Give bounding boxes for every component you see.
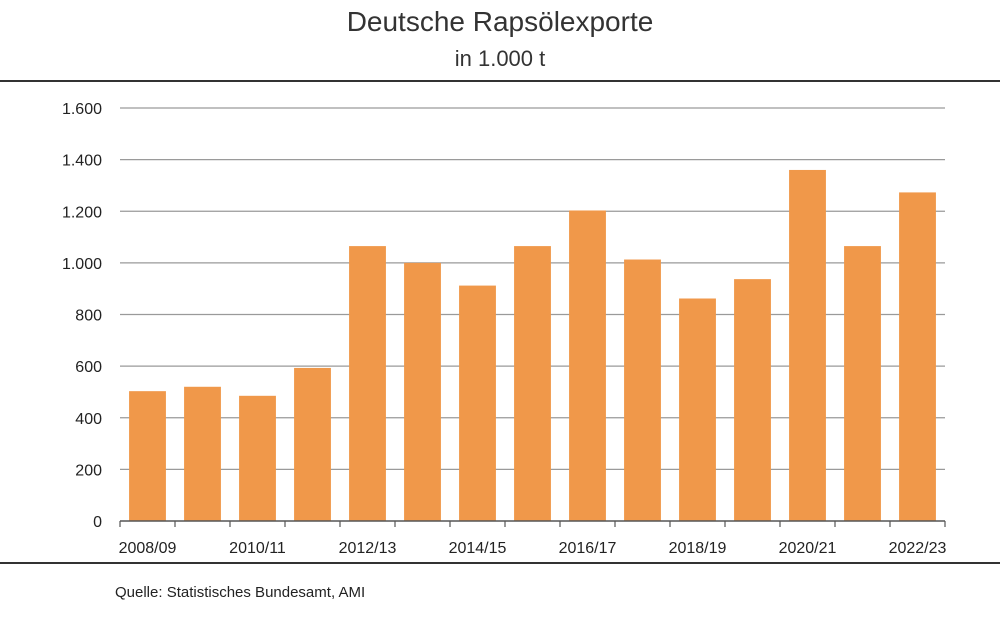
bar-2012-13 <box>349 246 386 522</box>
y-tick-label: 1.200 <box>62 204 102 221</box>
x-tick-label: 2018/19 <box>669 540 727 557</box>
bottom-divider <box>0 562 1000 564</box>
x-tick-label: 2008/09 <box>119 540 177 557</box>
bar-2013-14 <box>404 262 441 521</box>
bar-2009-10 <box>184 386 221 521</box>
x-tick-label: 2016/17 <box>559 540 617 557</box>
bar-2015-16 <box>514 246 551 522</box>
x-tick-label: 2014/15 <box>449 540 507 557</box>
bar-2017-18 <box>624 259 661 521</box>
chart-subtitle: in 1.000 t <box>454 46 546 71</box>
bar-2018-19 <box>679 298 716 521</box>
bar-2014-15 <box>459 285 496 521</box>
y-tick-label: 400 <box>75 411 102 428</box>
bar-2016-17 <box>569 210 606 521</box>
y-tick-label: 800 <box>75 308 102 325</box>
bar-2021-22 <box>844 246 881 522</box>
x-tick-label: 2022/23 <box>889 540 947 557</box>
bar-2022-23 <box>899 192 936 522</box>
chart-title: Deutsche Rapsölexporte <box>346 6 654 37</box>
x-tick-label: 2010/11 <box>229 540 286 557</box>
bar-2019-20 <box>734 279 771 521</box>
y-tick-label: 200 <box>75 462 102 479</box>
bar-2011-12 <box>294 367 331 521</box>
x-tick-label: 2012/13 <box>339 540 397 557</box>
bar-2020-21 <box>789 169 826 521</box>
y-tick-label: 1.400 <box>62 153 102 170</box>
bar-2010-11 <box>239 395 276 521</box>
y-tick-label: 0 <box>93 514 102 531</box>
source-note: Quelle: Statistisches Bundesamt, AMI <box>115 584 366 601</box>
y-tick-label: 1.000 <box>62 256 102 273</box>
x-tick-label: 2020/21 <box>779 540 837 557</box>
bar-2008-09 <box>129 391 166 521</box>
y-tick-label: 600 <box>75 359 102 376</box>
y-tick-label: 1.600 <box>62 101 102 118</box>
top-divider <box>0 80 1000 82</box>
